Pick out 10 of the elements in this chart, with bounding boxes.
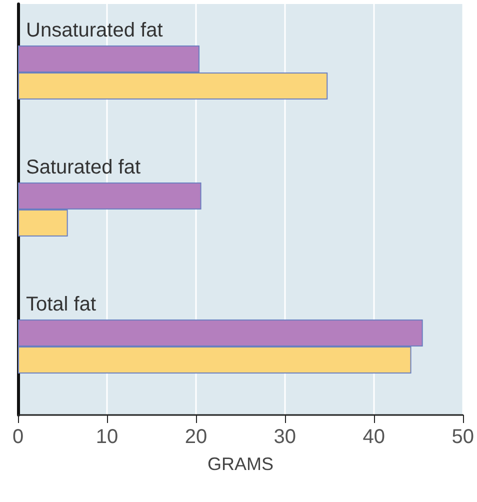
y-tick-label: Saturated fat <box>26 156 141 178</box>
x-tick-label: 20 <box>184 426 208 448</box>
y-tick-label: Total fat <box>26 294 96 316</box>
x-tick-label: 40 <box>362 426 386 448</box>
x-tick-label: 30 <box>274 426 296 448</box>
x-axis-title: GRAMS <box>207 454 274 474</box>
x-tick-label: 10 <box>96 426 118 448</box>
y-tick-label: Unsaturated fat <box>26 20 164 42</box>
x-tick-label: 50 <box>452 426 474 448</box>
x-tick-label: 0 <box>12 426 24 448</box>
